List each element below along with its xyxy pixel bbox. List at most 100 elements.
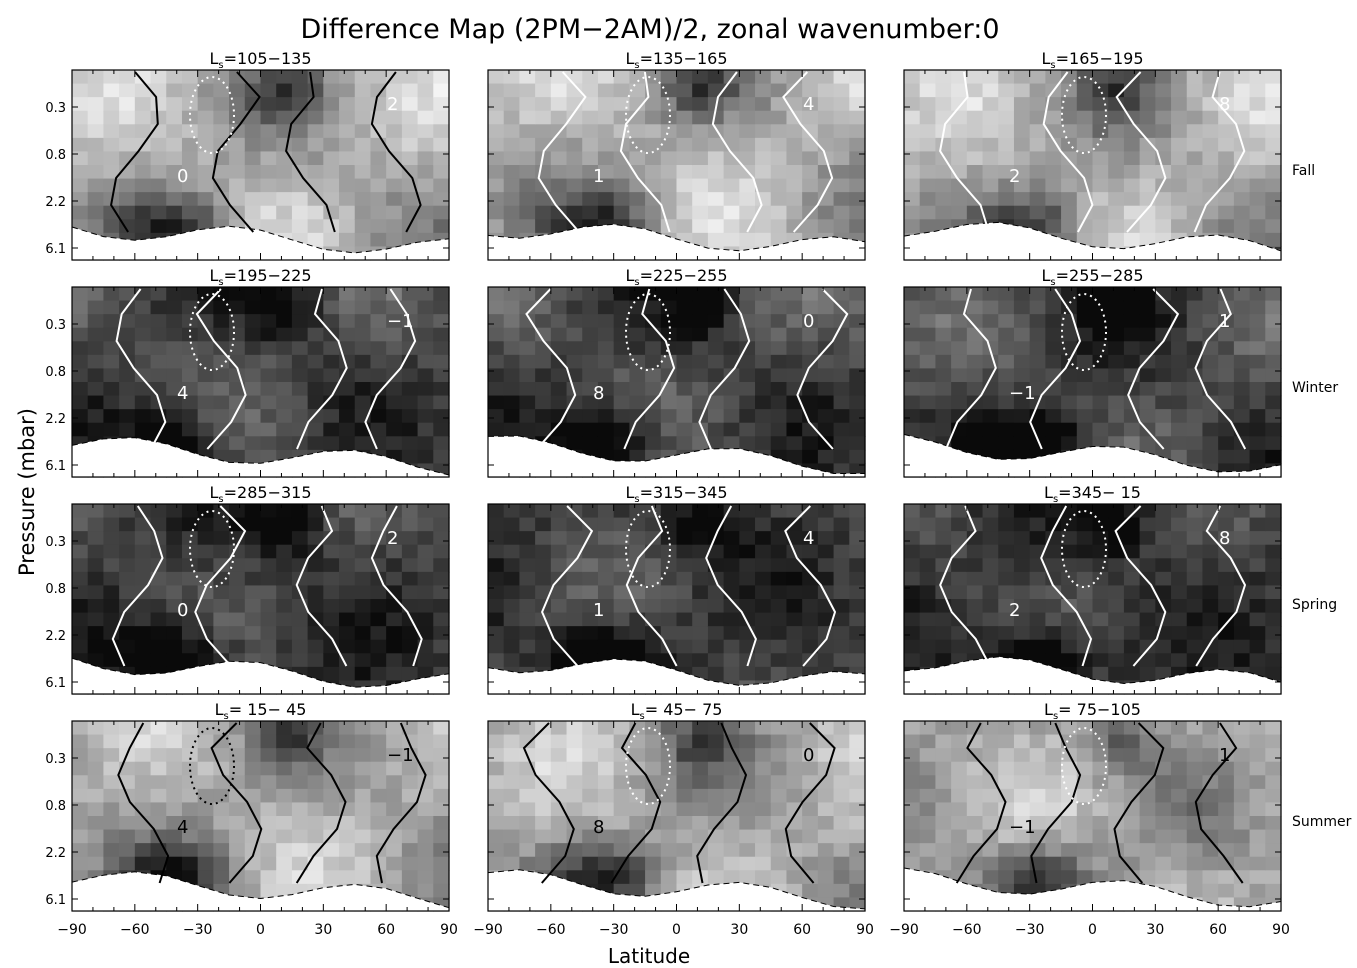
heatmap-cell bbox=[1092, 368, 1109, 383]
x-tick-label: 90 bbox=[440, 922, 458, 938]
heatmap-cell bbox=[1108, 165, 1125, 180]
heatmap-cell bbox=[786, 449, 803, 465]
heatmap-cell bbox=[692, 83, 709, 98]
heatmap-cell bbox=[919, 178, 937, 193]
heatmap-cell bbox=[786, 205, 803, 220]
heatmap-cell bbox=[982, 544, 999, 559]
heatmap-cell bbox=[597, 436, 615, 451]
contour-line bbox=[1042, 71, 1094, 233]
heatmap-cell bbox=[213, 517, 230, 532]
heatmap-cell bbox=[904, 843, 921, 858]
heatmap-cell bbox=[904, 571, 921, 587]
heatmap-cell bbox=[503, 70, 521, 85]
heatmap-cell bbox=[503, 97, 521, 112]
heatmap-cell bbox=[244, 843, 262, 858]
heatmap-cell bbox=[613, 97, 630, 112]
heatmap-cell bbox=[134, 205, 152, 220]
heatmap-cell bbox=[550, 816, 568, 831]
heatmap-cell bbox=[181, 436, 199, 451]
heatmap-cell bbox=[817, 856, 835, 871]
heatmap-cell bbox=[503, 151, 521, 166]
heatmap-cell bbox=[519, 775, 536, 790]
heatmap-cell bbox=[550, 558, 568, 573]
heatmap-cell bbox=[1108, 137, 1125, 153]
heatmap-cell bbox=[229, 449, 246, 465]
heatmap-cell bbox=[433, 314, 450, 329]
heatmap-cell bbox=[488, 599, 505, 614]
heatmap-cell bbox=[1218, 870, 1235, 885]
heatmap-cell bbox=[370, 368, 387, 383]
heatmap-cell bbox=[433, 395, 450, 410]
heatmap-cell bbox=[535, 409, 552, 424]
heatmap-cell bbox=[982, 422, 999, 437]
heatmap-cell bbox=[354, 165, 372, 180]
heatmap-cell bbox=[260, 422, 277, 437]
heatmap-cell bbox=[833, 341, 850, 356]
heatmap-cell bbox=[833, 205, 850, 220]
heatmap-cell bbox=[739, 110, 756, 125]
heatmap-cell bbox=[119, 843, 136, 858]
heatmap-cell bbox=[244, 788, 262, 804]
heatmap-cell bbox=[849, 83, 866, 98]
heatmap-cell bbox=[229, 802, 246, 817]
heatmap-cell bbox=[339, 721, 356, 736]
heatmap-cell bbox=[339, 639, 356, 654]
heatmap-cell bbox=[386, 639, 403, 654]
heatmap-cell bbox=[817, 368, 835, 383]
heatmap-cell bbox=[802, 639, 819, 654]
heatmap-cell bbox=[291, 327, 309, 342]
heatmap-cell bbox=[1013, 314, 1031, 329]
heatmap-cell bbox=[1265, 327, 1282, 342]
heatmap-cell bbox=[849, 775, 866, 790]
heatmap-cell bbox=[904, 585, 921, 600]
heatmap-cell bbox=[1249, 612, 1266, 627]
heatmap-cell bbox=[935, 626, 952, 641]
heatmap-cell bbox=[660, 843, 678, 858]
heatmap-cell bbox=[566, 571, 583, 587]
y-tick-label: 6.1 bbox=[45, 893, 66, 908]
heatmap-cell bbox=[966, 97, 984, 112]
heatmap-cell bbox=[1092, 354, 1109, 370]
heatmap-cell bbox=[417, 531, 434, 546]
heatmap-cell bbox=[1249, 626, 1266, 641]
heatmap-cell bbox=[72, 721, 89, 736]
heatmap-cell bbox=[1092, 178, 1109, 193]
topography-mask bbox=[904, 656, 1281, 694]
heatmap-cell bbox=[213, 531, 230, 546]
heatmap-cell bbox=[1076, 137, 1094, 153]
heatmap-cell bbox=[370, 626, 387, 641]
heatmap-cell bbox=[433, 883, 450, 899]
heatmap-cell bbox=[197, 422, 214, 437]
heatmap-cell bbox=[134, 110, 152, 125]
heatmap-cell bbox=[1202, 124, 1219, 139]
heatmap-cell bbox=[723, 368, 740, 383]
heatmap-cell bbox=[291, 639, 309, 654]
heatmap-cell bbox=[181, 829, 199, 844]
heatmap-cell bbox=[370, 761, 387, 776]
heatmap-cell bbox=[1013, 626, 1031, 641]
heatmap-cell bbox=[260, 761, 277, 776]
heatmap-cell bbox=[935, 544, 952, 559]
heatmap-cell bbox=[582, 802, 599, 817]
heatmap-cell bbox=[433, 137, 450, 153]
heatmap-cell bbox=[597, 368, 615, 383]
heatmap-cell bbox=[1249, 287, 1266, 302]
heatmap-cell bbox=[150, 802, 167, 817]
heatmap-cell bbox=[503, 856, 521, 871]
heatmap-cell bbox=[197, 70, 214, 85]
heatmap-cell bbox=[739, 734, 756, 749]
heatmap-cell bbox=[629, 409, 646, 424]
heatmap-cell bbox=[417, 354, 434, 370]
heatmap-cell bbox=[770, 205, 788, 220]
heatmap-cell bbox=[150, 354, 167, 370]
heatmap-cell bbox=[87, 531, 105, 546]
heatmap-cell bbox=[550, 599, 568, 614]
heatmap-cell bbox=[323, 110, 340, 125]
heatmap-cell bbox=[1123, 829, 1141, 844]
heatmap-cell bbox=[786, 558, 803, 573]
heatmap-cell bbox=[1249, 449, 1266, 465]
heatmap-cell bbox=[244, 775, 262, 790]
heatmap-cell bbox=[676, 599, 693, 614]
heatmap-cell bbox=[802, 788, 819, 804]
